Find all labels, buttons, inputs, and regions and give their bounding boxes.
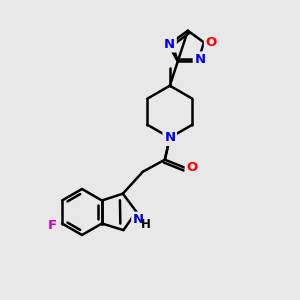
Text: O: O	[206, 36, 217, 49]
Text: N: N	[194, 53, 206, 66]
Text: O: O	[186, 161, 197, 174]
Text: F: F	[47, 219, 57, 232]
Text: N: N	[164, 38, 175, 51]
Text: N: N	[133, 213, 144, 226]
Text: H: H	[140, 218, 150, 231]
Text: N: N	[164, 131, 175, 144]
Text: N: N	[164, 131, 175, 144]
